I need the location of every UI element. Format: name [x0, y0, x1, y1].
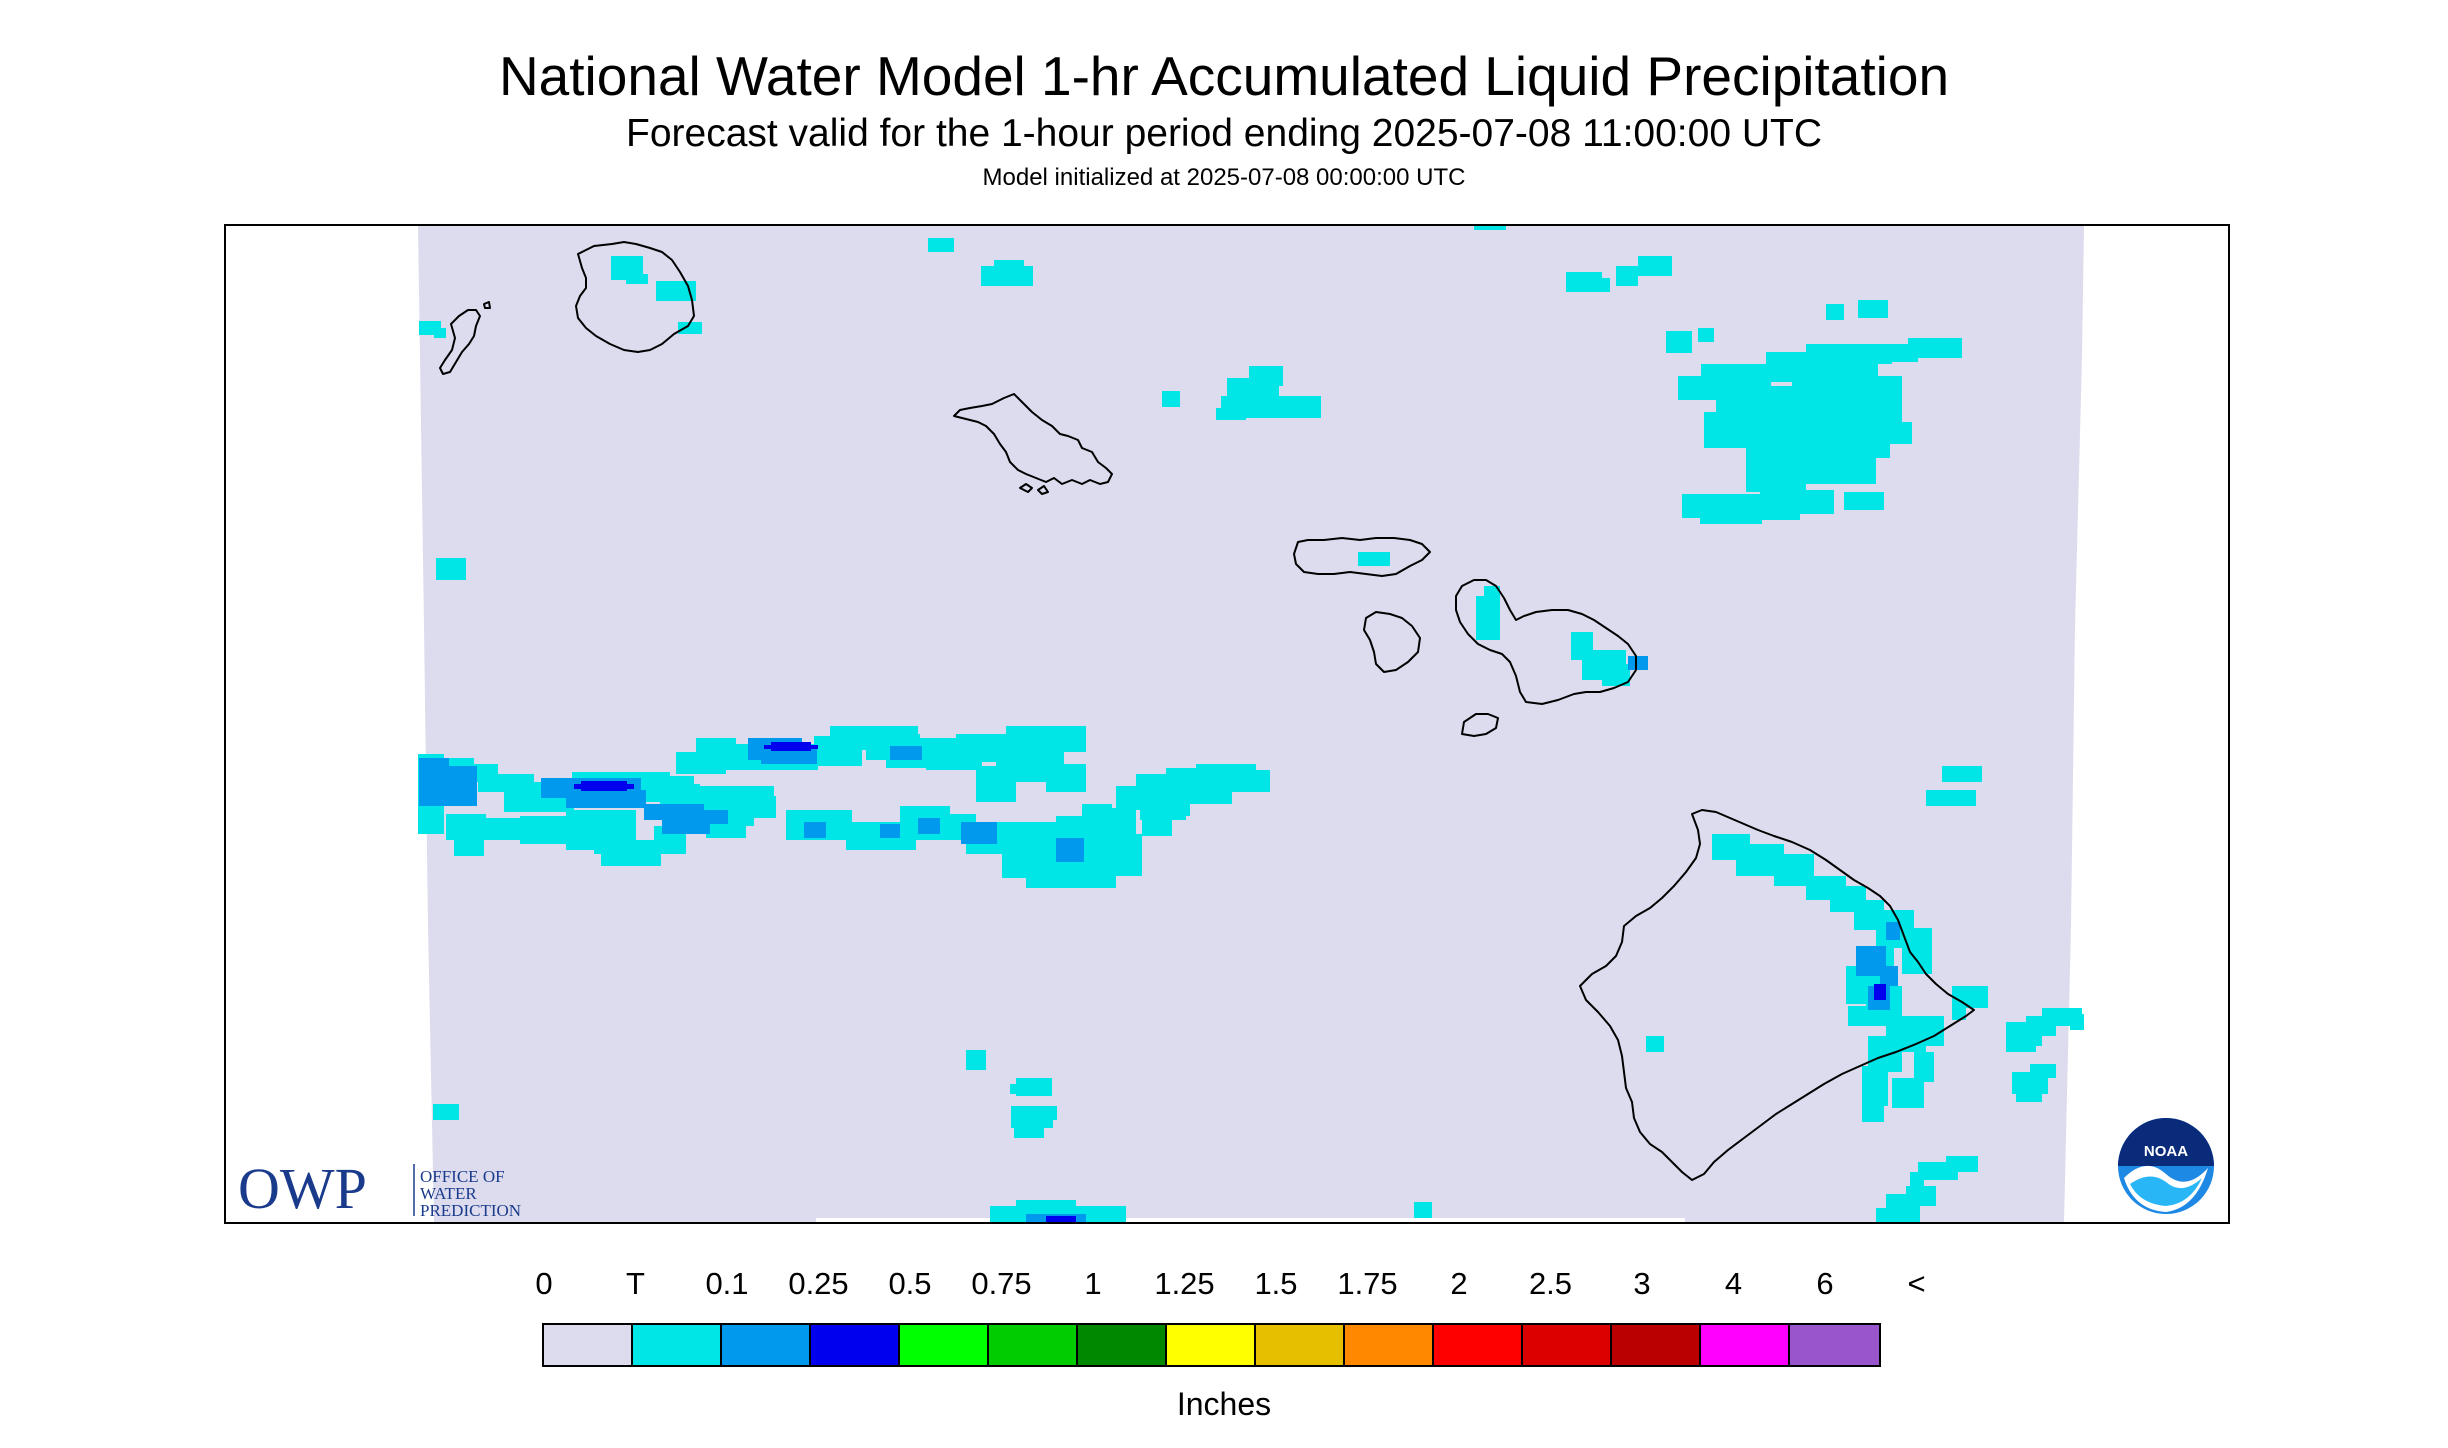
precip-moderate-areas: [574, 742, 1886, 1222]
oahu-outline: [953, 393, 1113, 485]
legend-tick-label: 0.25: [788, 1266, 849, 1301]
oahu-pearl-harbor: [1019, 483, 1049, 495]
legend-swatch-7: [1167, 1325, 1256, 1365]
legend-tick-label: T: [626, 1266, 645, 1301]
legend-tick-label: <: [1907, 1266, 1926, 1301]
legend-tick-label: 0.1: [705, 1266, 749, 1301]
legend-tick-label: 4: [1724, 1266, 1743, 1301]
owp-logo: OWP OFFICE OF WATER PREDICTION: [238, 1152, 538, 1222]
precipitation-map: OWP OFFICE OF WATER PREDICTION NOAA: [224, 224, 2230, 1224]
map-canvas: [418, 226, 2084, 1222]
legend-tick-label: 1.25: [1154, 1266, 1215, 1301]
legend-tick-label: 6: [1816, 1266, 1834, 1301]
lanai-outline: [1363, 611, 1421, 673]
legend-swatch-5: [989, 1325, 1078, 1365]
map-subtitle: Forecast valid for the 1-hour period end…: [626, 112, 1822, 155]
niihau-outline: [439, 301, 491, 375]
kahoolawe-outline: [1461, 713, 1499, 737]
legend-swatch-11: [1523, 1325, 1612, 1365]
legend-swatch-1: [633, 1325, 722, 1365]
kauai-outline: [575, 241, 695, 353]
model-domain: [418, 226, 2084, 1222]
noaa-logo: NOAA: [2116, 1116, 2216, 1221]
legend-swatch-13: [1701, 1325, 1790, 1365]
owp-text-line-3: PREDICTION: [420, 1201, 521, 1220]
owp-text-line-1: OFFICE OF: [420, 1167, 505, 1186]
legend-tick-label: 1.75: [1337, 1266, 1398, 1301]
legend-swatch-10: [1434, 1325, 1523, 1365]
legend-tick-label: 1.5: [1254, 1266, 1298, 1301]
maui-outline: [1455, 579, 1637, 705]
legend-tick-label: 0.75: [971, 1266, 1032, 1301]
legend-swatch-0: [544, 1325, 633, 1365]
legend-tick-label: 0.5: [888, 1266, 932, 1301]
legend-swatch-2: [722, 1325, 811, 1365]
owp-mark: OWP: [238, 1156, 367, 1221]
legend-swatch-12: [1612, 1325, 1701, 1365]
owp-text-line-2: WATER: [420, 1184, 477, 1203]
legend-swatch-4: [900, 1325, 989, 1365]
model-init-line: Model initialized at 2025-07-08 00:00:00…: [982, 164, 1466, 191]
map-title: National Water Model 1-hr Accumulated Li…: [498, 45, 1950, 107]
legend-tick-labels: 0 T 0.1 0.25 0.5 0.75 1 1.25 1.5 1.75 2 2.5 3 4 6 <: [0, 1266, 2448, 1306]
legend-tick-label: 1: [1084, 1266, 1102, 1301]
legend-tick-label: 3: [1633, 1266, 1651, 1301]
legend-swatch-8: [1256, 1325, 1345, 1365]
noaa-mark: NOAA: [2144, 1143, 2188, 1160]
island-coastlines: [439, 241, 1975, 1181]
legend-swatch-6: [1078, 1325, 1167, 1365]
molokai-outline: [1293, 537, 1431, 577]
legend-swatch-14: [1790, 1325, 1879, 1365]
legend-units: Inches: [1176, 1386, 1272, 1422]
legend-tick-label: 2.5: [1528, 1266, 1573, 1301]
legend-tick-label: 0: [535, 1266, 553, 1301]
legend-swatch-3: [811, 1325, 900, 1365]
legend-color-bar: [542, 1323, 1881, 1367]
legend-swatch-9: [1345, 1325, 1434, 1365]
legend-tick-label: 2: [1450, 1266, 1468, 1301]
hawaii-island-outline: [1579, 809, 1975, 1181]
